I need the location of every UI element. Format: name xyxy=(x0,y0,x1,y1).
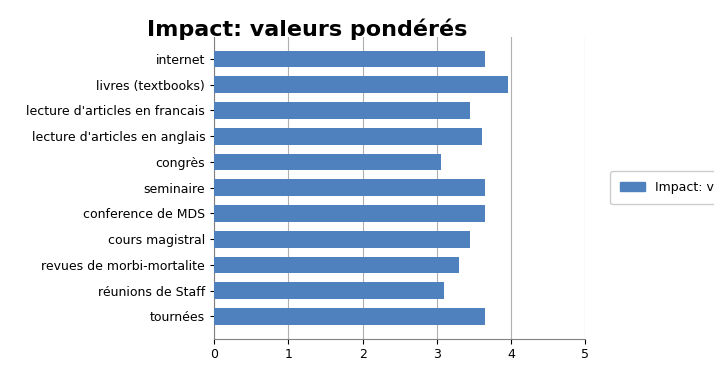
Bar xyxy=(214,102,471,119)
Bar xyxy=(214,76,508,93)
Bar xyxy=(214,128,481,145)
Bar xyxy=(214,179,486,196)
Bar xyxy=(214,256,459,273)
Bar xyxy=(214,308,486,325)
Bar xyxy=(214,282,444,299)
Text: Impact: valeurs pondérés: Impact: valeurs pondérés xyxy=(147,18,467,40)
Bar xyxy=(214,205,486,222)
Bar xyxy=(214,153,441,170)
Bar xyxy=(214,231,471,248)
Legend: Impact: valeurs pondérés: Impact: valeurs pondérés xyxy=(610,171,714,204)
Bar xyxy=(214,50,486,67)
